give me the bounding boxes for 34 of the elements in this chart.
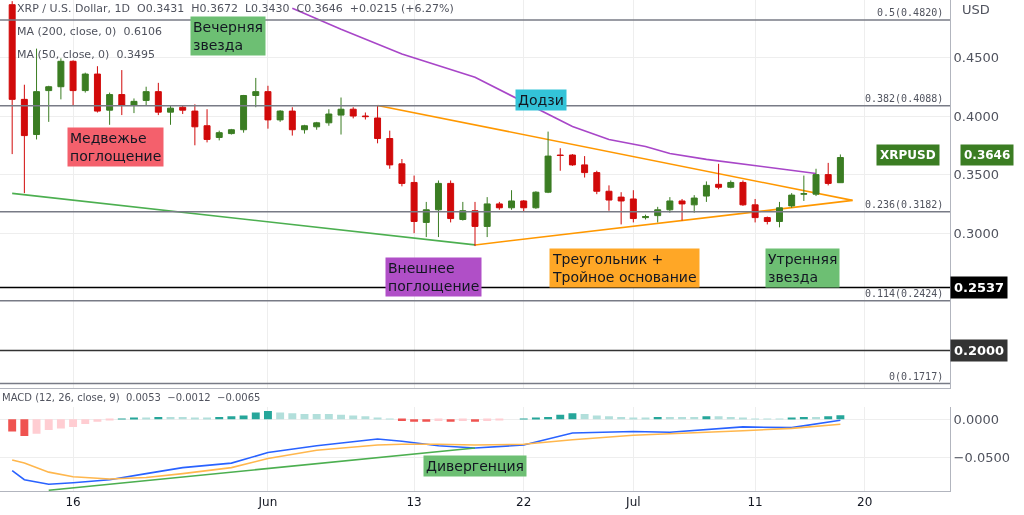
- x-tick-label: 20: [857, 495, 873, 510]
- annotation: Медвежье поглощение: [70, 130, 162, 165]
- annotation: Додзи: [518, 92, 564, 108]
- text: 0.3646: [964, 148, 1011, 162]
- y-tick-label: 0.4000: [953, 108, 1000, 124]
- annotation: MA (200, close, 0) 0.6106: [17, 25, 162, 38]
- x-tick-label: 13: [406, 495, 422, 510]
- y-tick-label: 0.4500: [953, 49, 1000, 65]
- x-tick-label: 22: [516, 495, 532, 510]
- x-tick-label: Jul: [625, 495, 641, 510]
- annotation: Треугольник + Тройное основание: [552, 251, 697, 286]
- x-tick-label: Jun: [257, 495, 278, 510]
- y-tick-label: 0.0000: [953, 411, 1000, 427]
- ref-line-label: 0.2000: [954, 343, 1005, 358]
- ref-line-label: 0.382(0.4088): [865, 93, 944, 104]
- x-tick-label: 11: [747, 495, 763, 510]
- y-tick-label: 0.3000: [953, 225, 1000, 241]
- ref-line-label: 0.2537: [954, 280, 1005, 295]
- annotation: Утренняя звезда: [768, 251, 838, 286]
- ref-line-label: 0.236(0.3182): [865, 199, 944, 210]
- annotation: MA (50, close, 0) 0.3495: [17, 48, 155, 61]
- y-tick-label: −0.0500: [953, 449, 1010, 465]
- annotation: XRP / U.S. Dollar, 1D O0.3431 H0.3672 L0.3430 C0.3646 +0.0215 (+6.27%): [17, 2, 454, 15]
- annotation: Вечерняя звезда: [193, 19, 263, 54]
- y-tick-label: 0.3500: [953, 167, 1000, 183]
- ref-line-label: 0.114(0.2424): [865, 288, 944, 299]
- x-tick-label: 16: [65, 495, 81, 510]
- y-axis-title: USD: [962, 2, 990, 17]
- text: MACD (12, 26, close, 9) 0.0053 −0.0012 −0.0065: [2, 392, 261, 403]
- annotation: XRPUSD: [880, 148, 936, 162]
- annotation: Дивергенция: [426, 458, 524, 474]
- ref-line-label: 0.5(0.4820): [877, 7, 944, 18]
- ref-line-label: 0(0.1717): [889, 371, 944, 382]
- annotation: Внешнее поглощение: [388, 260, 480, 295]
